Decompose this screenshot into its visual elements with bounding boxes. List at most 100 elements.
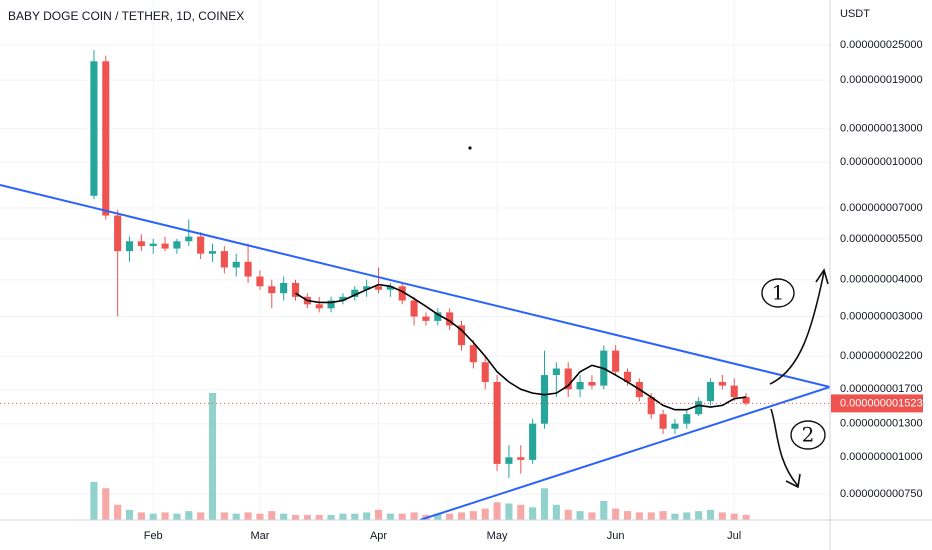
volume-bar <box>469 511 477 520</box>
arrow-down <box>770 408 801 489</box>
x-tick-label: Feb <box>144 530 163 542</box>
candle-body <box>552 368 560 376</box>
candle-body <box>588 381 596 386</box>
y-tick-label: 0.000000001700 <box>840 383 923 395</box>
volume-bar <box>339 513 347 520</box>
volume-bar <box>588 512 596 520</box>
volume-bar <box>244 512 252 520</box>
moving-average <box>295 283 747 411</box>
candle-body <box>493 381 501 464</box>
candle-body <box>718 381 726 386</box>
volume-bar <box>90 481 98 520</box>
candle-body <box>469 345 477 363</box>
candle-body <box>185 236 193 242</box>
candle-body <box>730 385 738 398</box>
candle-body <box>232 261 240 268</box>
volume-bar <box>706 509 715 520</box>
candle-body <box>161 243 169 249</box>
x-tick-label: May <box>487 530 508 542</box>
candle-body <box>173 241 181 249</box>
candle-body <box>291 282 300 297</box>
candle-body <box>434 312 442 321</box>
volume-bar <box>220 512 228 520</box>
volume-bar <box>659 511 667 520</box>
candle-body <box>280 282 288 294</box>
candle-body <box>564 368 572 390</box>
volume-bar <box>280 513 288 520</box>
y-tick-label: 0.000000000750 <box>840 488 923 500</box>
y-tick-label: 0.000000019000 <box>840 74 923 86</box>
candle-body <box>671 423 679 429</box>
volume-bar <box>647 512 655 520</box>
volume-bar <box>718 512 726 520</box>
candle-layer <box>90 50 750 479</box>
volume-bar <box>446 513 454 520</box>
volume-bar <box>552 504 560 520</box>
axes: 0.000000025000 0.000000019000 0.0000000130… <box>0 39 923 542</box>
y-tick-label: 0.000000002200 <box>840 350 923 362</box>
candle-body <box>208 251 217 254</box>
volume-bar <box>327 514 335 520</box>
candle-body <box>576 381 584 390</box>
x-tick-label: Apr <box>370 530 387 542</box>
volume-bar <box>730 513 738 520</box>
volume-bar <box>540 488 549 520</box>
volume-bar <box>363 512 371 520</box>
volume-bar <box>695 511 703 520</box>
candle-body <box>398 286 406 301</box>
circle-1 <box>761 278 795 308</box>
volume-bar <box>102 488 110 520</box>
volume-bar <box>303 514 311 520</box>
x-tick-label: Jul <box>727 530 741 542</box>
volume-bar <box>517 504 525 520</box>
volume-bar <box>635 512 643 520</box>
volume-bar <box>671 513 679 520</box>
candle-body <box>114 215 122 252</box>
candle-body <box>446 312 454 326</box>
candle-body <box>540 375 549 424</box>
volume-bar <box>185 511 193 520</box>
candle-body <box>197 236 205 254</box>
volume-bar <box>564 509 572 520</box>
volume-bar <box>208 393 217 520</box>
chart-title: BABY DOGE COIN / TETHER, 1D, COINEX <box>8 9 244 23</box>
volume-bar <box>529 507 537 520</box>
volume-bar <box>268 511 276 520</box>
volume-bar <box>232 513 240 520</box>
drawings: 1 2 <box>0 146 830 520</box>
x-tick-label: Mar <box>250 530 269 542</box>
volume-bar <box>256 513 264 520</box>
volume-bar <box>398 513 406 520</box>
volume-layer <box>90 393 750 520</box>
candle-body <box>386 286 394 290</box>
candle-body <box>695 401 703 415</box>
volume-bar <box>742 514 750 520</box>
annotation: 2 <box>802 423 815 447</box>
candle-body <box>244 261 252 277</box>
volume-bar <box>291 514 300 520</box>
candle-body <box>623 371 632 382</box>
volume-bar <box>623 511 632 520</box>
candle-body <box>742 397 750 404</box>
trendline-lower <box>419 386 830 520</box>
arrow-up <box>769 268 829 385</box>
candle-body <box>612 350 620 372</box>
candle-body <box>351 289 359 297</box>
volume-bar <box>386 513 394 520</box>
volume-bar <box>137 512 145 520</box>
y-tick-label: 0.000000007000 <box>840 202 923 214</box>
candle-body <box>706 381 715 402</box>
candle-body <box>90 61 98 196</box>
volume-bar <box>173 513 181 520</box>
circle-2 <box>790 420 826 450</box>
volume-bar <box>315 514 323 520</box>
volume-bar <box>493 502 501 520</box>
volume-bar <box>161 512 169 520</box>
ma-layer <box>295 283 747 411</box>
candle-body <box>125 241 134 252</box>
volume-bar <box>612 508 620 520</box>
candle-body <box>683 414 691 424</box>
volume-bar <box>683 512 691 520</box>
candle-body <box>315 304 323 309</box>
volume-bar <box>374 509 383 520</box>
